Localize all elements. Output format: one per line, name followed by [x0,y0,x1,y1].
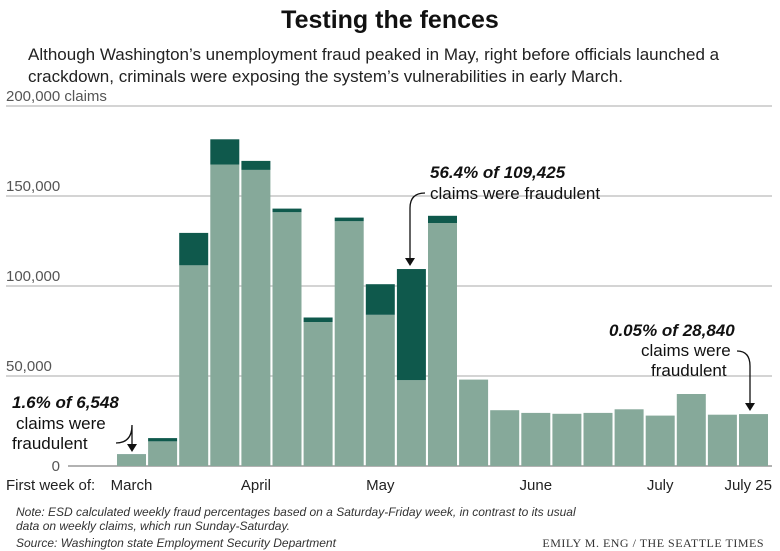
axis-labels: First week of: March April May June July July… [6,477,772,494]
bar-legit [334,221,364,466]
annotation-march-arrowhead [127,444,137,452]
chart-note: Note: ESD calculated weekly fraud percen… [16,505,576,533]
bar-legit [707,414,737,466]
x-axis-label: First week of: [6,477,95,494]
y-tick-label: 0 [52,458,60,475]
bar-fraud [210,139,240,165]
annotation-july-line1: claims were [641,341,731,360]
annotation-july-arrow [736,350,751,407]
y-tick-label: 50,000 [6,358,52,375]
bar-legit [490,410,520,466]
bar-legit [148,441,178,466]
annotation-july-arrowhead [745,403,755,411]
annotation-may-line1: claims were fraudulent [430,184,600,203]
annotation-may-arrow [409,192,426,262]
annotation-march: 1.6% of 6,548 claims were fraudulent [12,393,137,453]
x-tick-label: June [520,477,553,494]
bars [117,139,768,466]
chart-title: Testing the fences [281,6,499,34]
bar-legit [241,169,271,466]
annotation-july: 0.05% of 28,840 claims were fraudulent [609,321,755,411]
annotation-may-arrowhead [405,258,415,266]
bar-legit [272,212,302,466]
bar-legit [179,265,209,466]
bar-fraud [396,269,426,381]
bar-legit [614,409,644,466]
bar-fraud [365,284,395,315]
bar-legit [303,322,333,466]
annotation-march-line1: claims were [16,414,106,433]
annotations: 1.6% of 6,548 claims were fraudulent 56.… [12,163,755,453]
bar-fraud [428,215,457,223]
y-tick-label: 200,000 claims [6,88,107,105]
bar-legit [210,164,240,466]
bar-fraud [241,160,271,170]
x-tick-label: March [111,477,153,494]
annotation-july-line2: fraudulent [651,361,727,380]
annotation-march-line2: fraudulent [12,434,88,453]
bar-fraud [303,317,333,322]
bar-fraud [272,208,302,213]
annotation-may: 56.4% of 109,425 claims were fraudulent [405,163,600,266]
annotation-march-arrow [115,424,133,450]
bar-legit [739,414,768,466]
bar-legit [428,223,457,466]
bar-fraud [334,217,364,222]
bar-legit [396,380,426,466]
bar-legit [552,413,582,466]
x-tick-label: May [366,477,395,494]
bar-legit [365,314,395,466]
bar-legit [676,394,706,466]
y-tick-label: 100,000 [6,268,60,285]
bar-fraud [148,438,178,442]
y-tick-label: 150,000 [6,178,60,195]
chart-subtitle: Although Washington’s unemployment fraud… [28,45,720,86]
chart-source: Source: Washington state Employment Secu… [16,536,336,550]
annotation-july-headline: 0.05% of 28,840 [609,321,735,340]
x-tick-label: July [647,477,674,494]
bar-legit [521,412,551,466]
bar-legit [583,412,613,466]
annotation-march-headline: 1.6% of 6,548 [12,393,119,412]
x-tick-label: July 25 [724,477,772,494]
bar-fraud [179,232,209,266]
gridlines: 0 50,000 100,000 150,000 200,000 claims [6,88,772,475]
chart-credit: EMILY M. ENG / THE SEATTLE TIMES [542,536,764,550]
bar-legit [645,415,675,466]
annotation-may-headline: 56.4% of 109,425 [430,163,566,182]
bar-legit [117,454,146,466]
x-tick-label: April [241,477,271,494]
bar-legit [459,379,489,466]
